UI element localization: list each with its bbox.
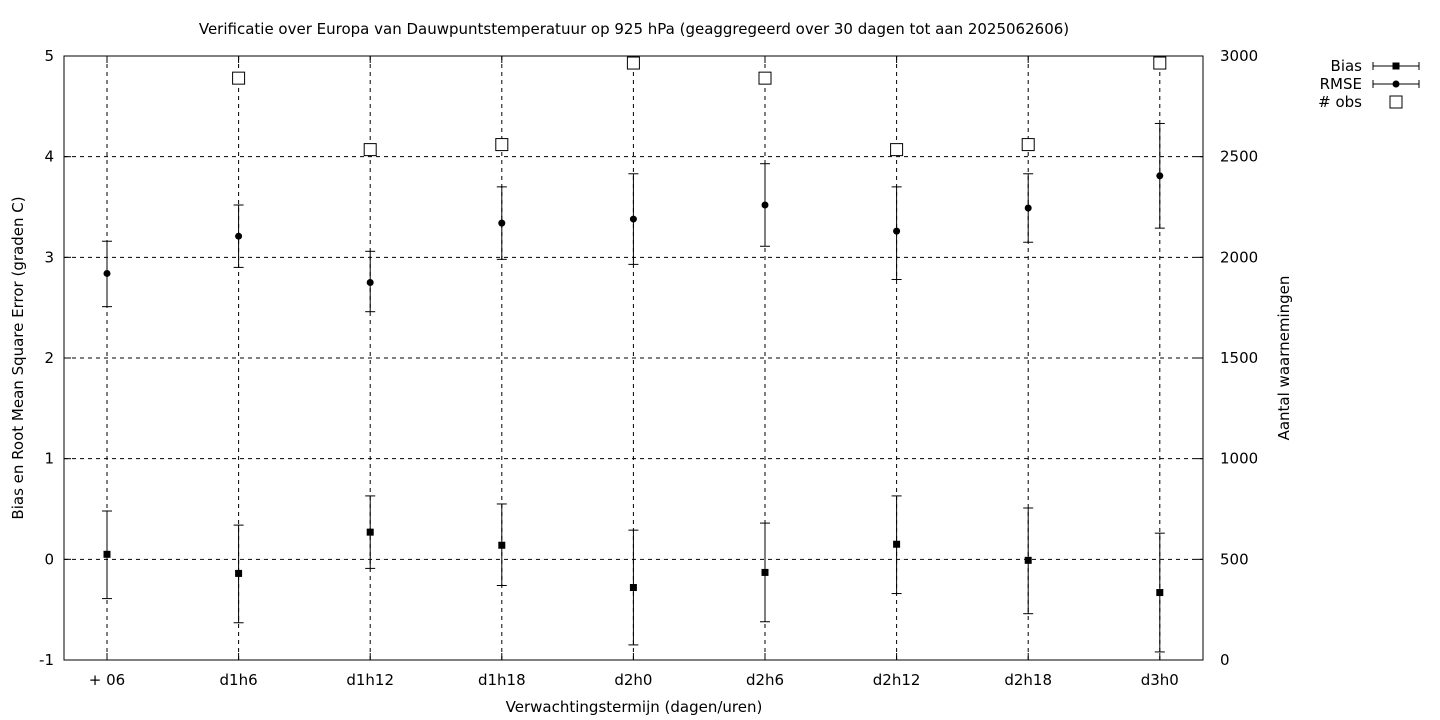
y-tick-label: 0 (44, 550, 54, 568)
rmse-point (103, 269, 111, 277)
y-axis-ticks: -1 0 1 2 3 4 5 (39, 47, 71, 669)
series-rmse (102, 122, 1165, 313)
y2-tick-label: 2000 (1220, 248, 1258, 266)
rmse-point (366, 279, 374, 286)
chart-title: Verificatie over Europa van Dauwpuntstem… (199, 20, 1069, 38)
obs-point (890, 143, 904, 157)
x-tick-label: d1h18 (478, 671, 526, 689)
bias-point (366, 528, 374, 536)
bias-point (498, 541, 506, 549)
series-bias (102, 495, 1165, 653)
obs-point (1021, 138, 1035, 152)
rmse-point (235, 232, 243, 240)
y2-tick-label: 2500 (1220, 148, 1258, 166)
bias-point (1156, 589, 1164, 597)
obs-point (1153, 56, 1167, 70)
y2-tick-label: 1000 (1220, 450, 1258, 468)
y2-axis-label: Aantal waarnemingen (1275, 276, 1293, 441)
obs-point (232, 71, 246, 85)
series-obs (232, 56, 1167, 157)
x-tick-label: d3h0 (1141, 671, 1179, 689)
x-axis-label: Verwachtingstermijn (dagen/uren) (506, 698, 763, 716)
x-tick-label: + 06 (89, 671, 125, 689)
bias-point (235, 569, 243, 577)
obs-point (758, 71, 772, 85)
bias-point (761, 568, 769, 576)
x-tick-label: d2h18 (1004, 671, 1052, 689)
legend-label: # obs (1318, 93, 1362, 111)
y-tick-label: 4 (44, 148, 54, 166)
data-marks (102, 56, 1167, 653)
x-tick-label: d1h12 (346, 671, 394, 689)
y-tick-label: 2 (44, 349, 54, 367)
obs-point (363, 143, 377, 157)
y2-tick-label: 3000 (1220, 47, 1258, 65)
rmse-point (761, 201, 769, 209)
bias-point (103, 550, 111, 558)
y-tick-label: -1 (39, 651, 54, 669)
y-tick-label: 3 (44, 248, 54, 266)
rmse-point (893, 227, 901, 235)
rmse-point (629, 215, 637, 223)
y2-tick-label: 1500 (1220, 349, 1258, 367)
legend-marker-bias (1392, 62, 1400, 70)
y2-axis-ticks: 0 500 1000 1500 2000 2500 3000 (1196, 47, 1258, 669)
bias-point (1024, 556, 1032, 564)
obs-point (626, 56, 640, 70)
bias-point (893, 540, 901, 548)
y-axis-label: Bias en Root Mean Square Error (graden C… (9, 196, 27, 519)
legend-label: RMSE (1320, 75, 1362, 93)
obs-point (495, 138, 509, 152)
x-tick-label: d1h6 (220, 671, 258, 689)
y-tick-label: 1 (44, 450, 54, 468)
rmse-point (1156, 172, 1164, 180)
y2-tick-label: 0 (1220, 651, 1230, 669)
x-tick-label: d2h6 (746, 671, 784, 689)
y-tick-label: 5 (44, 47, 54, 65)
x-tick-label: d2h0 (614, 671, 652, 689)
legend-marker-obs (1389, 95, 1403, 109)
x-tick-label: d2h12 (873, 671, 921, 689)
rmse-point (498, 219, 506, 227)
legend-label: Bias (1331, 57, 1363, 75)
bias-point (629, 584, 637, 592)
x-axis-ticks: + 06 d1h6 d1h12 d1h18 d2h0 d2h6 d2h12 d2h18 d3h0 (89, 56, 1179, 689)
legend-marker-rmse (1392, 80, 1400, 88)
y2-tick-label: 500 (1220, 550, 1249, 568)
rmse-point (1024, 204, 1032, 212)
